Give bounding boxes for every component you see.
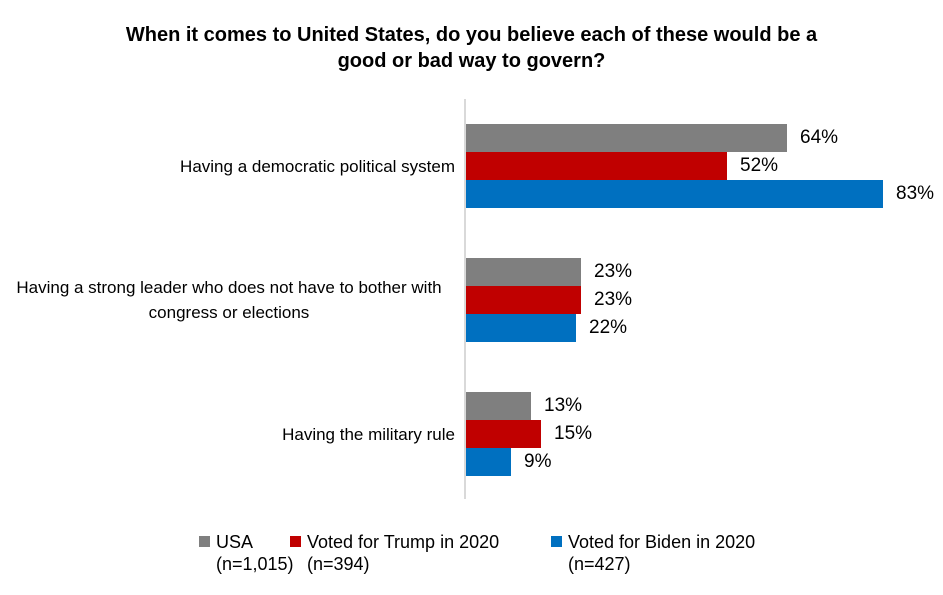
legend: USA (n=1,015) Voted for Trump in 2020 (n=39… xyxy=(0,531,943,581)
bar xyxy=(466,448,511,476)
bar-value-label: 64% xyxy=(800,127,839,148)
legend-series-name: USA xyxy=(216,532,254,552)
bar-group: Having a democratic political system 64% 5… xyxy=(0,124,943,208)
legend-text: Voted for Trump in 2020 (n=394) xyxy=(307,531,499,575)
bar xyxy=(466,286,581,314)
legend-sample-size: (n=1,015) xyxy=(216,554,294,574)
bar-value-label: 15% xyxy=(554,423,593,444)
legend-item: Voted for Trump in 2020 (n=394) xyxy=(290,531,499,575)
bar-value-label: 9% xyxy=(524,451,552,472)
legend-text: Voted for Biden in 2020 (n=427) xyxy=(568,531,755,575)
legend-sample-size: (n=427) xyxy=(568,554,631,574)
bar xyxy=(466,180,883,208)
bar xyxy=(466,392,531,420)
bar-value-label: 52% xyxy=(740,155,779,176)
category-label-text: Having the military rule xyxy=(282,424,455,444)
bar xyxy=(466,420,541,448)
legend-item: USA (n=1,015) xyxy=(199,531,294,575)
category-label: Having a democratic political system xyxy=(0,124,455,208)
legend-text: USA (n=1,015) xyxy=(216,531,294,575)
bar-value-label: 23% xyxy=(594,261,633,282)
category-label: Having the military rule xyxy=(0,392,455,476)
bar xyxy=(466,314,576,342)
legend-series-name: Voted for Biden in 2020 xyxy=(568,532,756,552)
bar-value-label: 13% xyxy=(544,395,583,416)
legend-swatch-icon xyxy=(551,536,562,547)
category-label-text: Having a strong leader who does not have… xyxy=(16,278,442,322)
legend-swatch-icon xyxy=(199,536,210,547)
bar-group: Having the military rule 13% 15% 9% xyxy=(0,392,943,476)
category-label: Having a strong leader who does not have… xyxy=(0,258,455,342)
legend-sample-size: (n=394) xyxy=(307,554,370,574)
bar-value-label: 23% xyxy=(594,289,633,310)
legend-series-name: Voted for Trump in 2020 xyxy=(307,532,500,552)
bar xyxy=(466,152,727,180)
category-label-text: Having a democratic political system xyxy=(180,156,455,176)
legend-swatch-icon xyxy=(290,536,301,547)
bar-group: Having a strong leader who does not have… xyxy=(0,258,943,342)
bar xyxy=(466,258,581,286)
legend-item: Voted for Biden in 2020 (n=427) xyxy=(551,531,755,575)
chart-title: When it comes to United States, do you b… xyxy=(125,24,818,72)
vertical-axis-line xyxy=(464,99,466,499)
bar-value-label: 83% xyxy=(896,183,935,204)
bar xyxy=(466,124,787,152)
bar-value-label: 22% xyxy=(589,317,628,338)
